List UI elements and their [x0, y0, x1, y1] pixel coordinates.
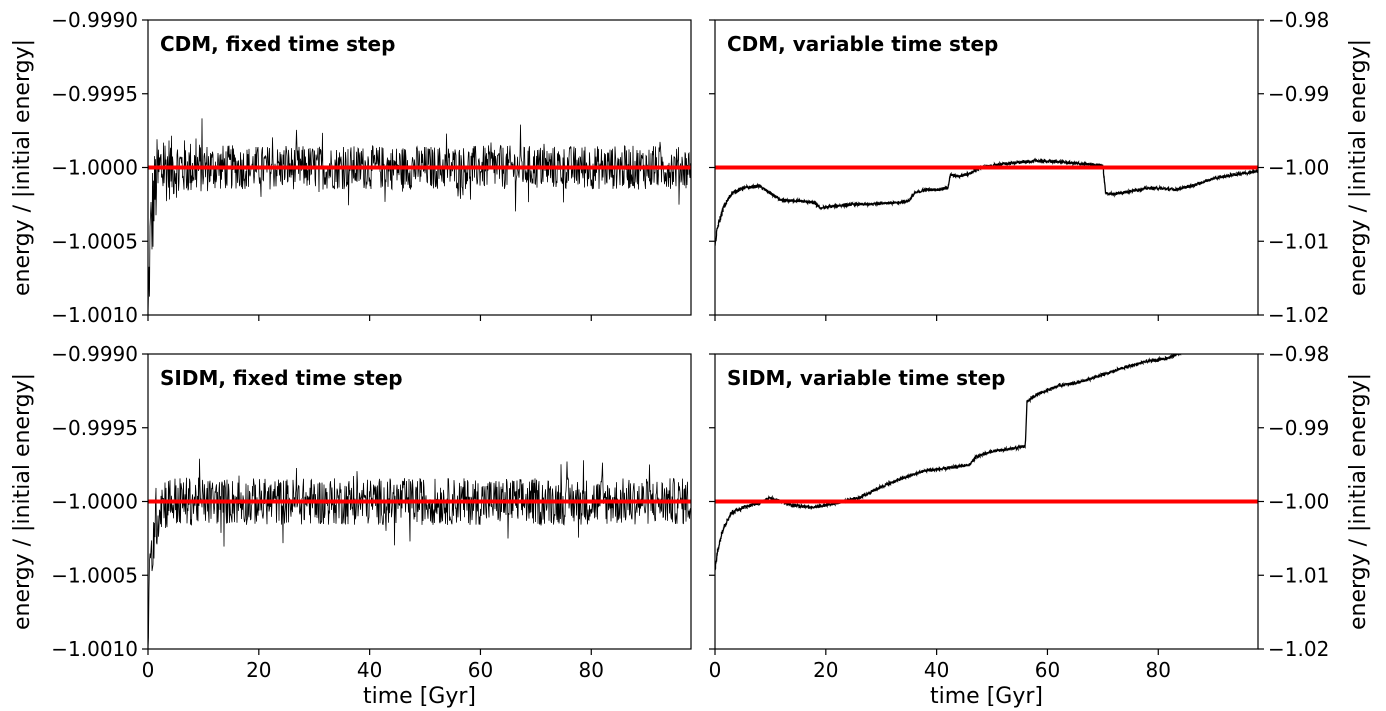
y-tick-label: −1.0005	[51, 229, 138, 253]
energy-trace	[715, 157, 1258, 246]
y-tick-label: −0.98	[1268, 342, 1329, 366]
y-tick-label: −0.9990	[51, 342, 138, 366]
panel-sidm-variable: 0 20 40 60 80 −0.98 −0.99 −1.00 −1.01 −1.02 SIDM, …	[709, 342, 1371, 709]
x-tick-label: 20	[246, 658, 271, 682]
y-axis-label: energy / |initial energy|	[1346, 373, 1371, 630]
panel-title: CDM, fixed time step	[160, 32, 395, 56]
y-tick-label: −1.0000	[51, 490, 138, 514]
y-tick-label: −1.01	[1268, 229, 1329, 253]
y-tick-label: −0.9995	[51, 82, 138, 106]
x-tick-label: 40	[357, 658, 382, 682]
panel-cdm-variable: −0.98 −0.99 −1.00 −1.01 −1.02 CDM, variable t…	[709, 8, 1371, 327]
y-axis-label: energy / |initial energy|	[10, 373, 35, 630]
energy-trace	[148, 458, 691, 649]
y-tick-label: −0.9995	[51, 416, 138, 440]
y-axis-label: energy / |initial energy|	[1346, 39, 1371, 296]
panel-title: SIDM, fixed time step	[160, 366, 403, 390]
y-tick-label: −0.99	[1268, 82, 1329, 106]
x-tick-label: 60	[468, 658, 493, 682]
x-tick-label: 0	[142, 658, 155, 682]
x-tick-label: 40	[924, 658, 949, 682]
x-tick-label: 80	[579, 658, 604, 682]
x-tick-label: 20	[813, 658, 838, 682]
x-tick-label: 80	[1146, 658, 1171, 682]
x-tick-label: 0	[709, 658, 722, 682]
y-tick-label: −0.99	[1268, 416, 1329, 440]
energy-trace	[148, 118, 691, 315]
x-axis-label: time [Gyr]	[930, 684, 1043, 709]
y-tick-label: −0.98	[1268, 8, 1329, 32]
y-tick-label: −1.00	[1268, 156, 1329, 180]
y-tick-label: −1.0005	[51, 563, 138, 587]
x-axis-label: time [Gyr]	[363, 684, 476, 709]
y-tick-label: −1.02	[1268, 637, 1329, 661]
y-axis-label: energy / |initial energy|	[10, 39, 35, 296]
y-tick-label: −1.02	[1268, 303, 1329, 327]
panel-cdm-fixed: −0.9990 −0.9995 −1.0000 −1.0005 −1.0010 CDM, …	[10, 8, 692, 327]
panel-title: SIDM, variable time step	[727, 366, 1006, 390]
panel-sidm-fixed: 0 20 40 60 80 −0.9990 −0.9995 −1.0000 −1.0005 −1.…	[10, 342, 692, 709]
x-tick-label: 60	[1035, 658, 1060, 682]
y-tick-label: −1.0010	[51, 637, 138, 661]
y-tick-label: −1.0010	[51, 303, 138, 327]
y-tick-label: −1.00	[1268, 490, 1329, 514]
y-tick-label: −1.01	[1268, 563, 1329, 587]
y-tick-label: −0.9990	[51, 8, 138, 32]
energy-trace	[715, 354, 1183, 571]
y-tick-label: −1.0000	[51, 156, 138, 180]
panel-title: CDM, variable time step	[727, 32, 998, 56]
